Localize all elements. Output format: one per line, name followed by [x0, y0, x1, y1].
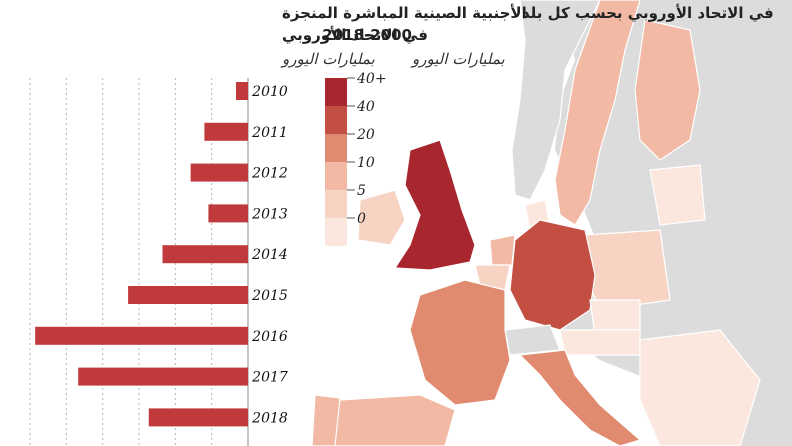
bar-2012: [190, 163, 248, 182]
year-label-2018: 2018: [251, 410, 288, 426]
legend-swatch: [325, 78, 347, 106]
year-label-2010: 2010: [251, 84, 288, 100]
legend-swatch: [325, 106, 347, 134]
legend-label: 40+: [356, 71, 387, 87]
map-region-spain: [329, 394, 456, 446]
legend-swatch: [325, 190, 347, 218]
legend-swatch: [325, 162, 347, 190]
map-region-switzerland: [504, 324, 561, 356]
map-unit-label: بمليارات اليورو: [410, 50, 505, 68]
bar-chart-plot: 2010 2011 2012 2013 2014 2015 2016 2017 2018: [35, 82, 288, 427]
map-title-line-1: في الاتحاد الأوروبي بحسب كل بلد: [522, 4, 774, 22]
year-label-2013: 2013: [251, 206, 288, 222]
year-label-2015: 2015: [251, 288, 288, 304]
legend-label: 40: [356, 99, 375, 115]
chart-title-line-2: في الاتحاد الأوروبي: [282, 26, 428, 44]
legend-label: 5: [357, 183, 366, 199]
europe-map: [300, 0, 792, 446]
map-region-netherlands: [489, 234, 516, 266]
chart-unit-label: بمليارات اليورو: [280, 50, 375, 68]
map-region-italy: [518, 349, 642, 446]
map-region-norway: [511, 0, 601, 201]
map-region-sweden: [554, 0, 641, 226]
map-region-finland: [634, 19, 701, 161]
map-legend: 40+ 40 20 10 5 0: [325, 71, 387, 246]
legend-label: 10: [357, 155, 375, 171]
legend-label: 20: [356, 127, 375, 143]
map-region-poland: [584, 229, 671, 311]
map-region-portugal: [311, 394, 341, 446]
bar-2011: [204, 122, 248, 141]
map-region-ireland: [357, 189, 406, 246]
bar-2014: [162, 245, 248, 264]
map-title-line-2: 2018-2000: [322, 26, 412, 44]
year-label-2016: 2016: [251, 329, 288, 345]
year-label-2011: 2011: [251, 125, 288, 141]
bar-2016: [35, 326, 248, 345]
year-label-2014: 2014: [251, 247, 288, 263]
map-region-austria: [559, 329, 641, 356]
map-region-germany: [509, 219, 596, 331]
map-region-france: [409, 279, 511, 406]
chart-title-line-1: الأجنبية الصينية المباشرة المنجزة: [282, 4, 527, 22]
legend-swatch: [325, 134, 347, 162]
bar-2015: [128, 286, 248, 304]
map-region-uk: [393, 139, 476, 271]
legend-label: 0: [357, 211, 366, 227]
map-region-balkans: [639, 329, 761, 446]
map-region-baltics: [649, 164, 706, 226]
legend-swatch: [325, 218, 347, 246]
map-title-block: في الاتحاد الأوروبي بحسب كل بلد 2018-200…: [322, 4, 773, 68]
year-label-2017: 2017: [251, 370, 288, 386]
year-label-2012: 2012: [251, 166, 288, 182]
bar-2010: [235, 82, 248, 100]
bar-2013: [208, 204, 248, 223]
bar-2018: [148, 408, 248, 427]
bar-2017: [78, 367, 248, 386]
bar-chart-title-block: الأجنبية الصينية المباشرة المنجزة في الا…: [280, 4, 527, 68]
